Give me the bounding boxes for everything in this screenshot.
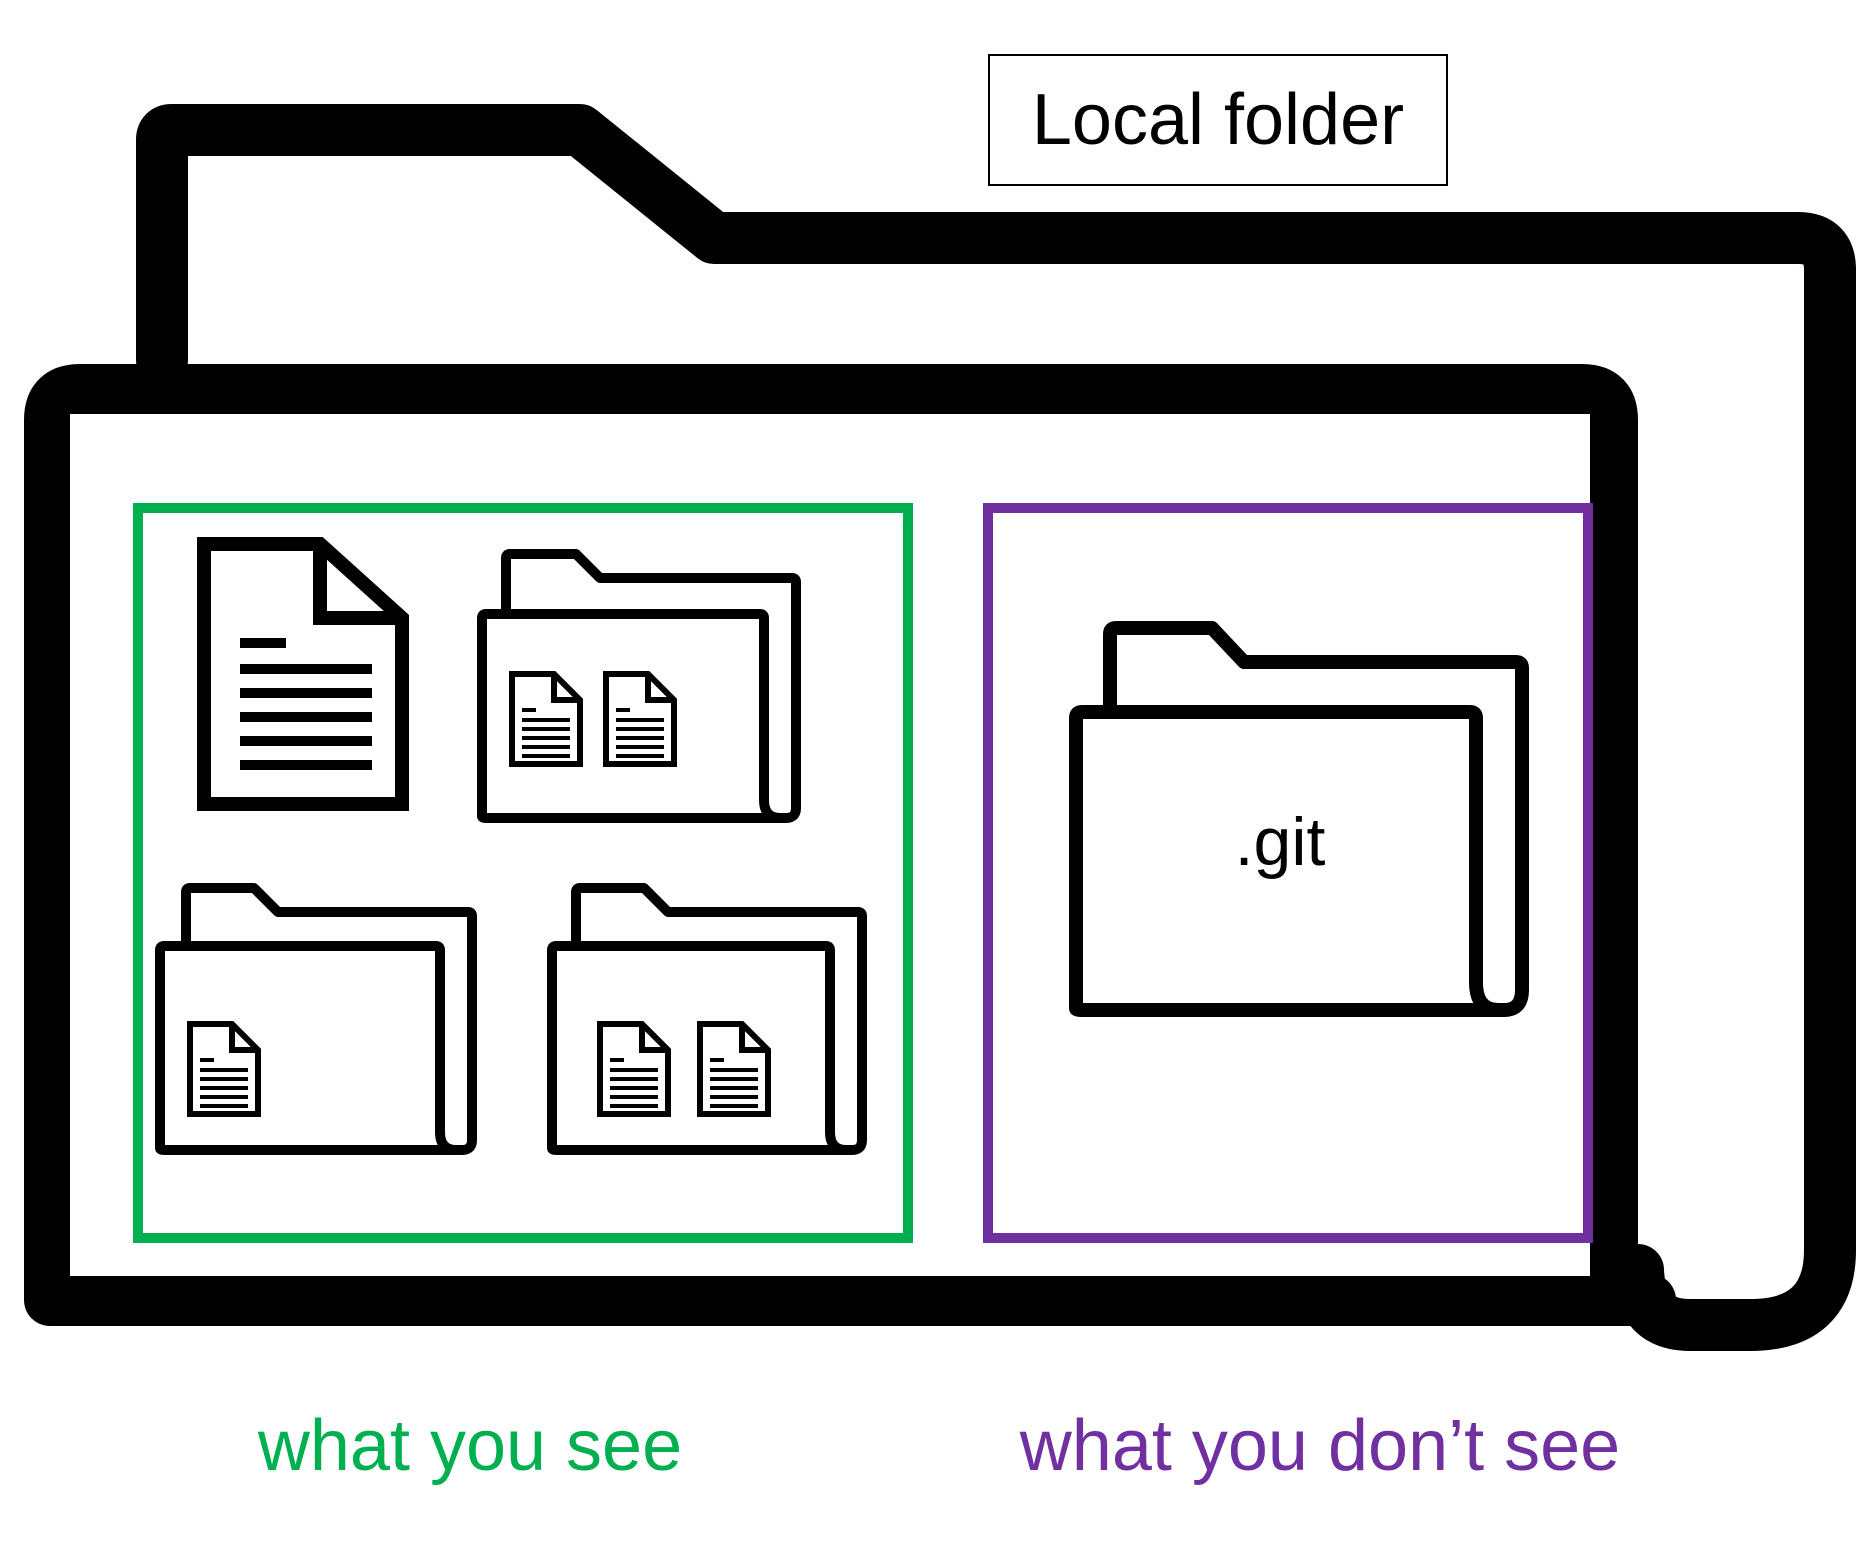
git-folder-icon [1069,621,1529,1017]
folder-icon [155,883,477,1155]
folder-icon [547,883,867,1155]
visible-caption: what you see [257,1406,683,1486]
document-icon [197,537,409,811]
document-icon [190,1024,258,1114]
visible-files-region [133,503,913,1243]
document-icon [606,674,674,764]
local-folder-title: Local folder [988,54,1448,186]
document-icon [700,1024,768,1114]
folder-icon [477,549,801,823]
document-icon [600,1024,668,1114]
document-icon [512,674,580,764]
git-folder-label: .git [1234,804,1326,880]
hidden-files-region [983,503,1593,1243]
hidden-caption: what you don’t see [1019,1406,1621,1486]
